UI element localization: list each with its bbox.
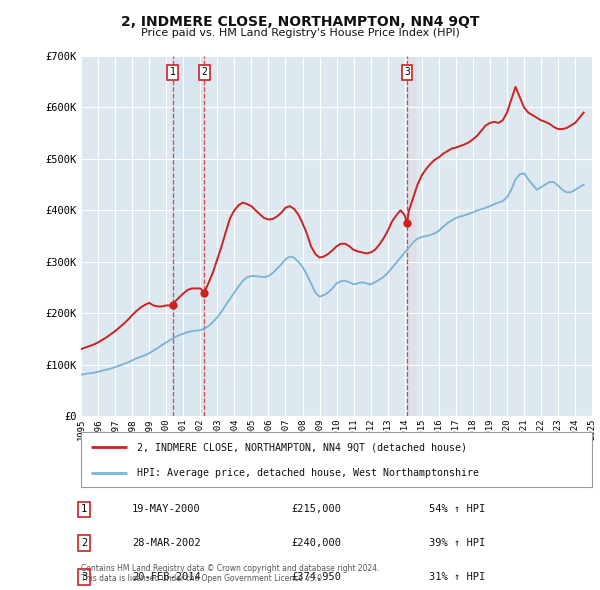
Text: 3: 3 bbox=[81, 572, 87, 582]
Bar bbox=[407, 56, 415, 416]
Text: £240,000: £240,000 bbox=[291, 538, 341, 548]
Text: 3: 3 bbox=[404, 67, 410, 77]
Text: HPI: Average price, detached house, West Northamptonshire: HPI: Average price, detached house, West… bbox=[137, 468, 479, 478]
Text: 20-FEB-2014: 20-FEB-2014 bbox=[132, 572, 201, 582]
Text: Contains HM Land Registry data © Crown copyright and database right 2024.
This d: Contains HM Land Registry data © Crown c… bbox=[81, 563, 380, 583]
Bar bbox=[173, 56, 205, 416]
Text: 39% ↑ HPI: 39% ↑ HPI bbox=[429, 538, 485, 548]
Text: £374,950: £374,950 bbox=[291, 572, 341, 582]
Text: 1: 1 bbox=[81, 504, 87, 514]
Text: 2: 2 bbox=[202, 67, 208, 77]
Text: 2, INDMERE CLOSE, NORTHAMPTON, NN4 9QT (detached house): 2, INDMERE CLOSE, NORTHAMPTON, NN4 9QT (… bbox=[137, 442, 467, 453]
Text: 54% ↑ HPI: 54% ↑ HPI bbox=[429, 504, 485, 514]
Text: 2, INDMERE CLOSE, NORTHAMPTON, NN4 9QT: 2, INDMERE CLOSE, NORTHAMPTON, NN4 9QT bbox=[121, 15, 479, 29]
Text: 31% ↑ HPI: 31% ↑ HPI bbox=[429, 572, 485, 582]
Text: 1: 1 bbox=[170, 67, 176, 77]
Text: Price paid vs. HM Land Registry's House Price Index (HPI): Price paid vs. HM Land Registry's House … bbox=[140, 28, 460, 38]
Text: 19-MAY-2000: 19-MAY-2000 bbox=[132, 504, 201, 514]
Text: 28-MAR-2002: 28-MAR-2002 bbox=[132, 538, 201, 548]
Text: £215,000: £215,000 bbox=[291, 504, 341, 514]
Text: 2: 2 bbox=[81, 538, 87, 548]
